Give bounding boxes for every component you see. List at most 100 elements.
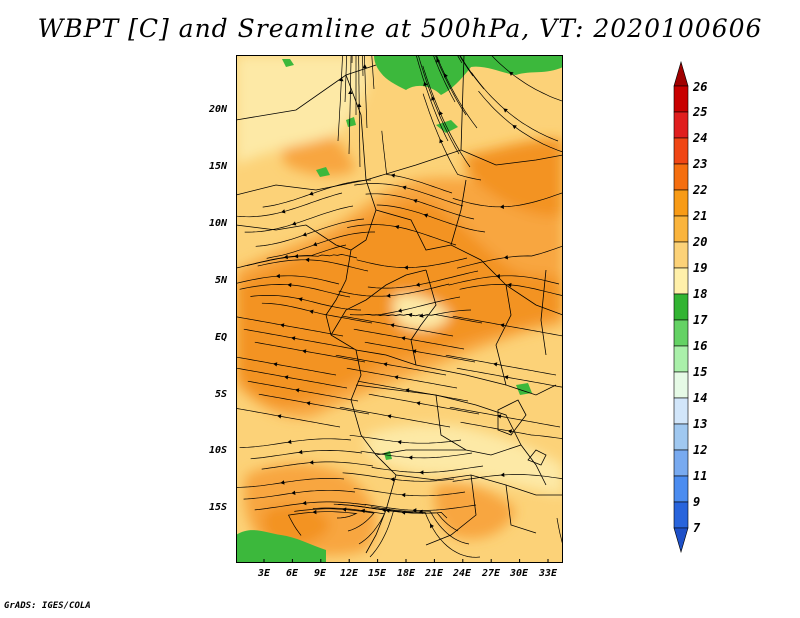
colorbar-segment xyxy=(673,163,689,191)
streamline-arrow xyxy=(405,388,410,393)
streamline-arrow xyxy=(507,282,512,288)
plot-title: WBPT [C] and Sreamline at 500hPa, VT: 20… xyxy=(37,14,763,43)
streamline-arrow xyxy=(423,213,429,218)
streamline xyxy=(478,90,563,153)
streamline-arrow xyxy=(360,508,365,514)
cbar-label-17: 17 xyxy=(693,313,708,327)
streamline xyxy=(471,72,559,142)
lat-label-10n: 10N xyxy=(208,218,227,229)
streamline xyxy=(417,55,460,155)
streamline xyxy=(243,489,356,500)
streamline-arrow xyxy=(302,500,307,506)
streamline xyxy=(266,231,375,259)
streamline-arrow xyxy=(280,323,285,328)
streamline xyxy=(261,461,374,470)
colorbar-segment xyxy=(673,345,689,373)
streamline-arrow xyxy=(362,64,367,69)
streamline xyxy=(258,393,370,415)
streamline xyxy=(360,450,473,459)
axis-ticks xyxy=(263,559,549,563)
cbar-label-21: 21 xyxy=(693,209,708,223)
streamline xyxy=(371,55,375,90)
streamline xyxy=(415,55,449,142)
lon-label-24e: 24E xyxy=(452,568,472,579)
streamline-arrow xyxy=(401,510,406,515)
streamline xyxy=(239,284,351,298)
lat-label-15n: 15N xyxy=(208,161,227,172)
streamline-arrow xyxy=(298,297,303,302)
cbar-label-16: 16 xyxy=(693,339,708,353)
streamline xyxy=(261,302,373,324)
streamline-arrow xyxy=(386,293,391,298)
colorbar-segment xyxy=(673,215,689,243)
streamline-arrow xyxy=(312,509,317,515)
streamline-arrow xyxy=(431,96,436,101)
map-canvas xyxy=(236,55,563,563)
streamline xyxy=(344,55,348,103)
colorbar-segment xyxy=(673,423,689,451)
streamline xyxy=(353,328,465,350)
colorbar-top-arrow xyxy=(673,60,689,87)
colorbar-segment xyxy=(673,397,689,425)
streamline-arrow xyxy=(503,108,508,113)
streamline-arrow xyxy=(416,401,421,406)
streamline-arrow xyxy=(390,323,395,328)
streamline xyxy=(445,354,557,376)
streamline xyxy=(254,341,366,363)
streamline-arrow xyxy=(357,103,362,108)
streamline-arrow xyxy=(401,492,406,498)
streamline xyxy=(448,275,560,286)
streamline xyxy=(348,55,352,155)
streamline-arrow xyxy=(287,282,292,288)
streamline-arrow xyxy=(401,336,406,341)
colorbar-segment xyxy=(673,475,689,503)
streamline-arrow xyxy=(439,138,444,144)
streamline-arrow xyxy=(397,308,403,313)
streamline xyxy=(460,421,563,440)
streamline xyxy=(452,474,563,482)
streamline xyxy=(342,315,454,337)
cbar-label-12: 12 xyxy=(693,443,708,457)
streamline-arrow xyxy=(495,273,500,279)
streamline xyxy=(236,478,345,488)
streamline-arrow xyxy=(430,523,434,529)
streamline-arrow xyxy=(280,480,285,485)
streamline xyxy=(312,507,385,545)
streamline xyxy=(368,393,480,415)
streamline xyxy=(255,218,365,247)
cbar-label-18: 18 xyxy=(693,287,708,301)
streamline-arrow xyxy=(309,191,314,196)
streamline-arrow xyxy=(277,414,282,419)
streamline xyxy=(294,508,375,532)
streamline-arrow xyxy=(294,254,299,259)
lat-label-15s: 15S xyxy=(208,502,227,513)
lon-label-33e: 33E xyxy=(538,568,558,579)
streamline-arrow xyxy=(302,232,307,237)
lon-label-6e: 6E xyxy=(285,568,299,579)
streamline xyxy=(338,283,450,297)
cbar-label-7: 7 xyxy=(693,521,701,535)
streamline xyxy=(456,55,463,64)
streamline xyxy=(349,434,462,444)
cbar-label-24: 24 xyxy=(693,131,708,145)
colorbar-segment xyxy=(673,371,689,399)
streamline-arrow xyxy=(423,81,428,87)
streamline xyxy=(354,183,464,207)
streamline-arrow xyxy=(499,204,504,209)
streamline xyxy=(371,314,483,324)
colorbar-segment xyxy=(673,85,689,113)
cbar-label-19: 19 xyxy=(693,261,708,275)
streamline-arrow xyxy=(275,273,280,279)
streamline xyxy=(236,367,348,389)
streamline xyxy=(353,487,466,497)
streamline-arrow xyxy=(291,336,296,341)
streamline-arrow xyxy=(407,312,413,318)
lon-label-18e: 18E xyxy=(396,568,416,579)
streamline xyxy=(335,354,447,376)
streamline-arrow xyxy=(291,490,296,495)
streamline-arrow xyxy=(402,185,407,190)
streamline-arrow xyxy=(309,309,314,314)
streamline xyxy=(239,438,352,449)
streamline xyxy=(381,130,453,194)
streamline xyxy=(556,517,563,547)
